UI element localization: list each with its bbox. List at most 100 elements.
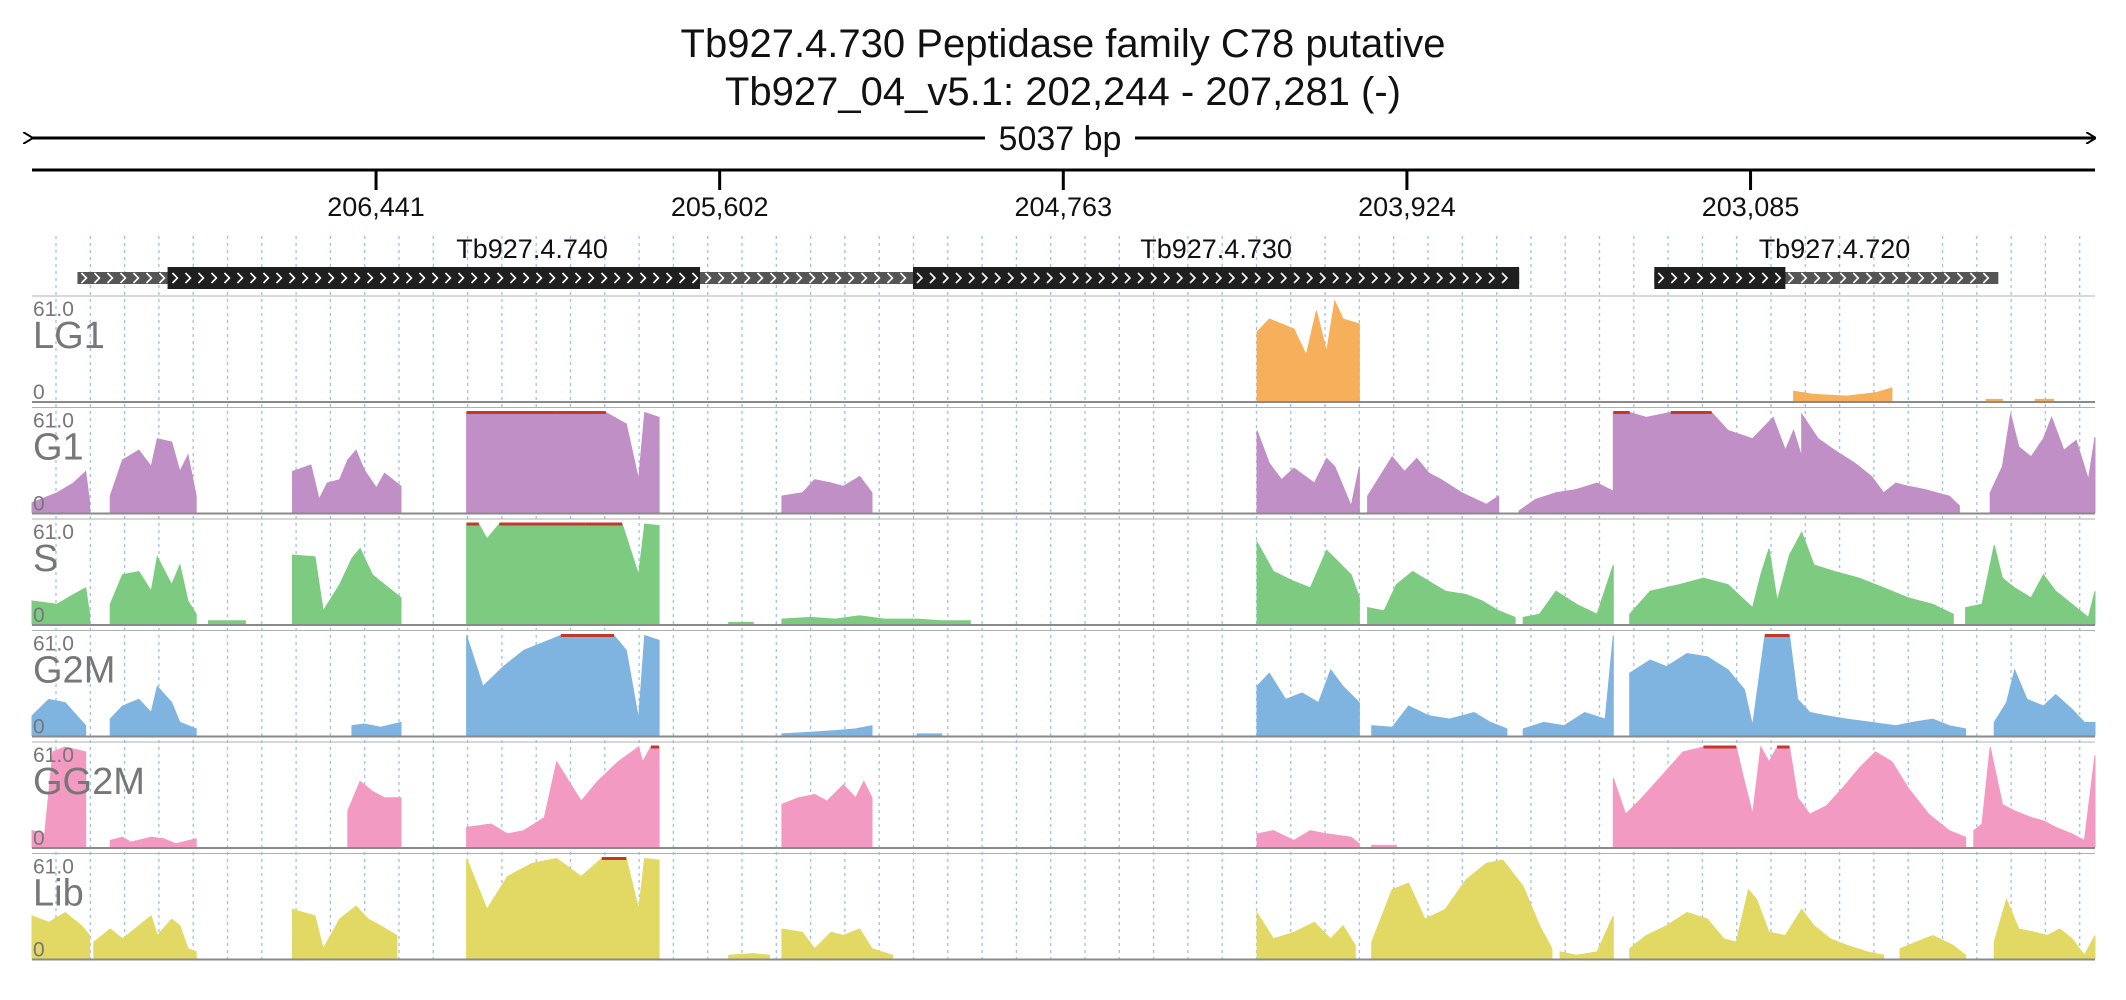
- strand-chevron: [1072, 272, 1080, 284]
- strand-chevron: [1865, 272, 1873, 284]
- coverage-area: [728, 953, 771, 959]
- strand-chevron: [899, 272, 907, 284]
- strand-chevron: [366, 272, 374, 284]
- strand-chevron: [929, 272, 937, 284]
- strand-chevron: [405, 272, 413, 284]
- coverage-area: [1371, 705, 1508, 736]
- coverage-area: [109, 555, 197, 625]
- strand-chevron: [223, 272, 231, 284]
- strand-chevron: [132, 272, 140, 284]
- strand-chevron: [769, 272, 777, 284]
- strand-chevron: [1176, 272, 1184, 284]
- coverage-area: [1993, 897, 2096, 959]
- strand-chevron: [1241, 272, 1249, 284]
- strand-chevron: [652, 272, 660, 284]
- strand-chevron: [1202, 272, 1210, 284]
- coverage-area: [292, 547, 402, 625]
- strand-chevron: [145, 272, 153, 284]
- coverage-area: [916, 733, 943, 736]
- coverage-area: [1989, 413, 2096, 513]
- strand-chevron: [955, 272, 963, 284]
- strand-chevron: [314, 272, 322, 284]
- track-name: S: [33, 538, 58, 580]
- figure-subtitle: Tb927_04_v5.1: 202,244 - 207,281 (-): [724, 70, 1402, 114]
- strand-chevron: [743, 272, 751, 284]
- strand-chevron: [678, 272, 686, 284]
- coverage-area: [781, 725, 873, 736]
- coverage-area: [1371, 859, 1553, 959]
- coverage-area: [466, 634, 660, 736]
- figure-title: Tb927.4.730 Peptidase family C78 putativ…: [680, 22, 1446, 66]
- strand-chevron: [1020, 272, 1028, 284]
- track-max-label: 61.0: [33, 744, 74, 767]
- coverage-area: [1256, 830, 1360, 848]
- strand-chevron: [80, 272, 88, 284]
- strand-chevron: [1852, 272, 1860, 284]
- strand-chevron: [535, 272, 543, 284]
- span-label-bg: [985, 120, 1135, 156]
- strand-chevron: [1735, 272, 1743, 284]
- strand-chevron: [1163, 272, 1171, 284]
- strand-chevron: [1670, 272, 1678, 284]
- strand-chevron: [665, 272, 673, 284]
- coverage-area: [728, 621, 754, 625]
- strand-chevron: [1982, 272, 1990, 284]
- strand-chevron: [1280, 272, 1288, 284]
- strand-chevron: [1137, 272, 1145, 284]
- strand-chevron: [691, 272, 699, 284]
- strand-chevron: [522, 272, 530, 284]
- strand-chevron: [587, 272, 595, 284]
- coverage-area: [1371, 844, 1397, 848]
- strand-chevron: [847, 272, 855, 284]
- gene-cds: [912, 267, 1520, 289]
- strand-chevron: [1358, 272, 1366, 284]
- coverage-area: [351, 721, 402, 736]
- coverage-area: [1973, 746, 2096, 848]
- strand-chevron: [431, 272, 439, 284]
- strand-chevron: [236, 272, 244, 284]
- strand-chevron: [275, 272, 283, 284]
- gene-cds: [1654, 267, 1786, 289]
- strand-chevron: [1930, 272, 1938, 284]
- strand-chevron: [1215, 272, 1223, 284]
- coverage-area: [1367, 455, 1500, 513]
- strand-chevron: [548, 272, 556, 284]
- strand-chevron: [301, 272, 309, 284]
- strand-chevron: [1696, 272, 1704, 284]
- strand-chevron: [756, 272, 764, 284]
- strand-chevron: [1709, 272, 1717, 284]
- coverage-area: [1522, 564, 1614, 625]
- coverage-area: [109, 438, 197, 513]
- strand-chevron: [942, 272, 950, 284]
- coverage-area: [292, 905, 398, 959]
- strand-chevron: [1826, 272, 1834, 284]
- track-max-label: 61.0: [33, 521, 74, 544]
- strand-chevron: [470, 272, 478, 284]
- track-min-label: 0: [33, 827, 45, 850]
- gene-label: Tb927.4.730: [1140, 234, 1292, 264]
- strand-chevron: [1787, 272, 1795, 284]
- strand-chevron: [1475, 272, 1483, 284]
- coverage-tracks: 61.0LG1061.0G1061.0S061.0G2M061.0GG2M061…: [31, 295, 2096, 962]
- track-max-label: 61.0: [33, 410, 74, 433]
- strand-chevron: [106, 272, 114, 284]
- strand-chevron: [93, 272, 101, 284]
- strand-chevron: [704, 272, 712, 284]
- span-label: 5037 bp: [999, 120, 1122, 158]
- strand-chevron: [327, 272, 335, 284]
- strand-chevron: [353, 272, 361, 284]
- coverage-area: [1965, 545, 2096, 625]
- strand-chevron: [1761, 272, 1769, 284]
- strand-chevron: [1059, 272, 1067, 284]
- strand-chevron: [1878, 272, 1886, 284]
- coverage-area: [208, 620, 246, 625]
- strand-chevron: [1943, 272, 1951, 284]
- strand-chevron: [418, 272, 426, 284]
- strand-chevron: [1033, 272, 1041, 284]
- strand-chevron: [1462, 272, 1470, 284]
